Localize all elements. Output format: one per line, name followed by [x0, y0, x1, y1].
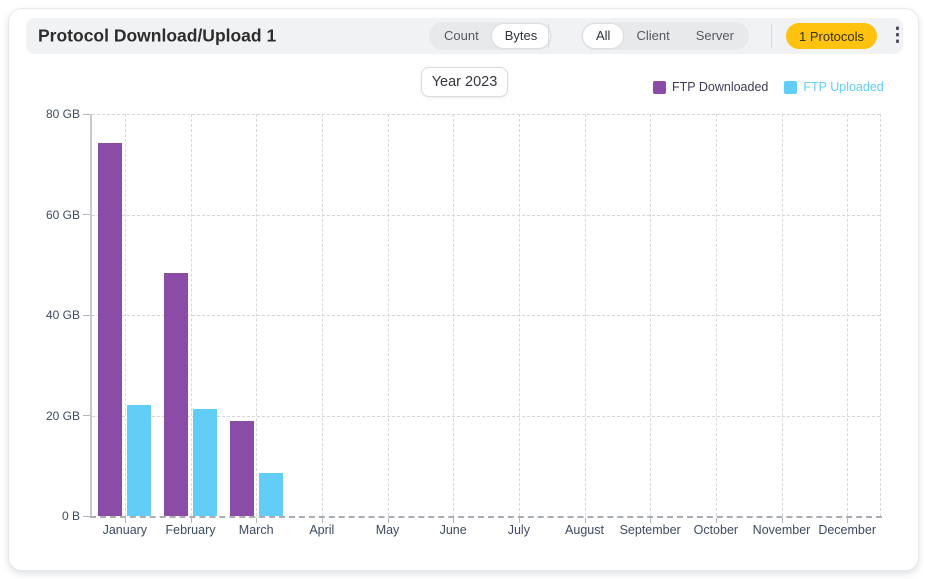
scope-option-client[interactable]: Client: [636, 28, 670, 43]
y-axis-tick: [83, 515, 90, 517]
header-divider: [771, 24, 772, 48]
x-axis-tick: [124, 518, 126, 523]
y-tick-label-80-gb: 80 GB: [45, 107, 80, 121]
legend-label: FTP Uploaded: [803, 80, 884, 94]
count-bytes-option-bytes[interactable]: Bytes: [491, 24, 551, 48]
chart-legend: FTP Downloaded FTP Uploaded: [653, 80, 884, 94]
x-axis-tick: [781, 518, 783, 523]
x-axis-line: [90, 516, 882, 518]
x-axis-tick: [715, 518, 717, 523]
gridline-v-may: [387, 114, 389, 516]
bar-ftp-uploaded-january[interactable]: [127, 404, 152, 516]
x-axis-tick: [650, 518, 652, 523]
x-axis-tick: [518, 518, 520, 523]
x-label-august: August: [565, 523, 604, 537]
plot-right-border: [880, 114, 881, 516]
y-axis-tick: [83, 314, 90, 316]
gridline-v-november: [781, 114, 783, 516]
y-axis-tick: [83, 415, 90, 416]
x-axis-tick: [321, 518, 323, 523]
gridline-v-january: [124, 114, 126, 516]
legend-swatch-icon: [653, 80, 666, 94]
x-label-february: February: [165, 523, 216, 537]
y-tick-label-20-gb: 20 GB: [45, 408, 80, 423]
x-axis-tick: [584, 518, 586, 523]
y-axis-line: [90, 114, 92, 518]
gridline-v-october: [715, 114, 717, 516]
x-axis-tick: [453, 518, 455, 523]
x-label-january: January: [102, 523, 148, 537]
y-tick-label-0-b: 0 B: [61, 509, 80, 523]
bar-ftp-downloaded-march[interactable]: [229, 420, 254, 516]
gridline-v-june: [453, 114, 455, 516]
gridline-v-april: [321, 114, 323, 516]
legend-label: FTP Downloaded: [672, 80, 769, 94]
bar-ftp-uploaded-march[interactable]: [258, 472, 283, 516]
scope-option-all[interactable]: All: [583, 24, 624, 48]
x-label-december: December: [818, 523, 876, 537]
x-label-november: November: [752, 523, 811, 537]
x-label-september: September: [619, 523, 681, 537]
gridline-h-60: [92, 214, 880, 216]
y-axis-tick: [83, 214, 90, 215]
kebab-menu-icon[interactable]: ⋮: [888, 25, 907, 46]
x-axis-tick: [387, 518, 389, 523]
header-divider: [548, 24, 549, 48]
gridline-h-20: [92, 415, 880, 417]
x-label-march: March: [238, 523, 274, 537]
x-label-april: April: [309, 523, 335, 537]
card-header: Protocol Download/Upload 1 Count Bytes Al…: [26, 18, 907, 54]
x-axis-tick: [190, 518, 192, 523]
y-axis-tick: [83, 113, 90, 115]
legend-swatch-icon: [784, 80, 798, 94]
gridline-v-august: [584, 114, 586, 516]
y-tick-label-60-gb: 60 GB: [45, 207, 80, 222]
bar-ftp-downloaded-january[interactable]: [98, 142, 123, 516]
scope-option-server[interactable]: Server: [695, 28, 734, 43]
protocols-badge[interactable]: 1 Protocols: [786, 23, 878, 49]
x-axis-tick: [847, 518, 849, 523]
x-label-october: October: [693, 523, 739, 537]
y-tick-label-40-gb: 40 GB: [45, 308, 80, 322]
year-selector[interactable]: Year 2023: [421, 67, 508, 97]
legend-item-ftp-uploaded[interactable]: FTP Uploaded: [784, 80, 884, 94]
bar-ftp-uploaded-february[interactable]: [193, 408, 217, 516]
gridline-h-40: [92, 315, 880, 316]
page-title: Protocol Download/Upload 1: [38, 25, 277, 46]
x-label-may: May: [375, 523, 400, 537]
legend-item-ftp-downloaded[interactable]: FTP Downloaded: [653, 80, 768, 94]
x-label-july: July: [507, 523, 530, 537]
bar-ftp-downloaded-february[interactable]: [164, 272, 188, 516]
protocol-chart-card: Protocol Download/Upload 1 Count Bytes Al…: [8, 8, 919, 571]
gridline-v-february: [190, 114, 192, 516]
gridline-v-september: [650, 114, 652, 516]
gridline-v-july: [518, 114, 520, 516]
plot-area: 80 GB 60 GB 40 GB 20 GB 0 B January February Ma…: [46, 107, 882, 537]
gridline-v-december: [847, 114, 849, 516]
count-bytes-toggle: Count Bytes: [429, 22, 553, 50]
x-axis-tick: [256, 518, 258, 523]
count-bytes-option-count[interactable]: Count: [444, 28, 479, 43]
gridline-v-march: [256, 114, 258, 516]
scope-toggle: All Client Server: [581, 22, 749, 50]
x-label-june: June: [439, 523, 467, 537]
gridline-h-80: [92, 114, 880, 115]
